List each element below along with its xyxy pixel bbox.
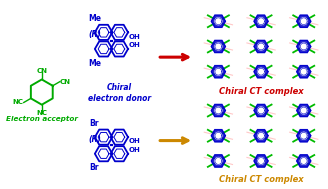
Polygon shape [297, 40, 311, 53]
Polygon shape [211, 130, 225, 142]
Polygon shape [211, 66, 225, 78]
Polygon shape [215, 158, 222, 164]
Text: OH: OH [129, 33, 141, 40]
Polygon shape [111, 130, 128, 145]
Polygon shape [254, 130, 268, 142]
Text: Me: Me [88, 59, 101, 67]
Polygon shape [297, 66, 311, 78]
Polygon shape [211, 15, 225, 27]
Polygon shape [95, 41, 112, 57]
Polygon shape [31, 79, 53, 105]
Polygon shape [258, 158, 264, 164]
Polygon shape [258, 43, 264, 50]
Text: OH: OH [129, 138, 141, 144]
Polygon shape [254, 104, 268, 117]
Polygon shape [258, 18, 264, 25]
Polygon shape [297, 155, 311, 167]
Polygon shape [254, 66, 268, 78]
Text: CN: CN [60, 79, 71, 85]
Polygon shape [297, 15, 311, 27]
Text: (R): (R) [88, 30, 101, 39]
Text: NC: NC [36, 110, 47, 116]
Polygon shape [95, 25, 112, 40]
Polygon shape [254, 15, 268, 27]
Polygon shape [258, 68, 264, 75]
Polygon shape [215, 68, 222, 75]
Polygon shape [300, 68, 307, 75]
Text: CN: CN [36, 68, 47, 74]
Text: Electron acceptor: Electron acceptor [6, 116, 78, 122]
Polygon shape [254, 40, 268, 53]
Polygon shape [215, 18, 222, 25]
Polygon shape [111, 146, 128, 161]
Polygon shape [111, 25, 128, 40]
Polygon shape [215, 107, 222, 114]
Polygon shape [258, 107, 264, 114]
Polygon shape [297, 130, 311, 142]
Polygon shape [111, 41, 128, 57]
Polygon shape [215, 43, 222, 50]
Polygon shape [211, 104, 225, 117]
Polygon shape [254, 155, 268, 167]
Polygon shape [258, 132, 264, 139]
Text: Br: Br [90, 163, 99, 172]
Polygon shape [95, 130, 112, 145]
Text: NC: NC [13, 99, 24, 105]
Text: Me: Me [88, 14, 101, 23]
Text: Br: Br [90, 119, 99, 128]
Polygon shape [211, 40, 225, 53]
Polygon shape [297, 104, 311, 117]
Text: Chiral CT complex: Chiral CT complex [219, 87, 303, 96]
Polygon shape [300, 107, 307, 114]
Text: OH: OH [129, 42, 141, 48]
Polygon shape [215, 132, 222, 139]
Polygon shape [300, 158, 307, 164]
Text: (R): (R) [88, 135, 101, 144]
Text: Chiral
electron donor: Chiral electron donor [88, 83, 151, 103]
Polygon shape [300, 43, 307, 50]
Polygon shape [95, 146, 112, 161]
Text: Chiral CT complex: Chiral CT complex [219, 175, 303, 184]
Polygon shape [211, 155, 225, 167]
Polygon shape [300, 132, 307, 139]
Polygon shape [300, 18, 307, 25]
Text: OH: OH [129, 147, 141, 153]
